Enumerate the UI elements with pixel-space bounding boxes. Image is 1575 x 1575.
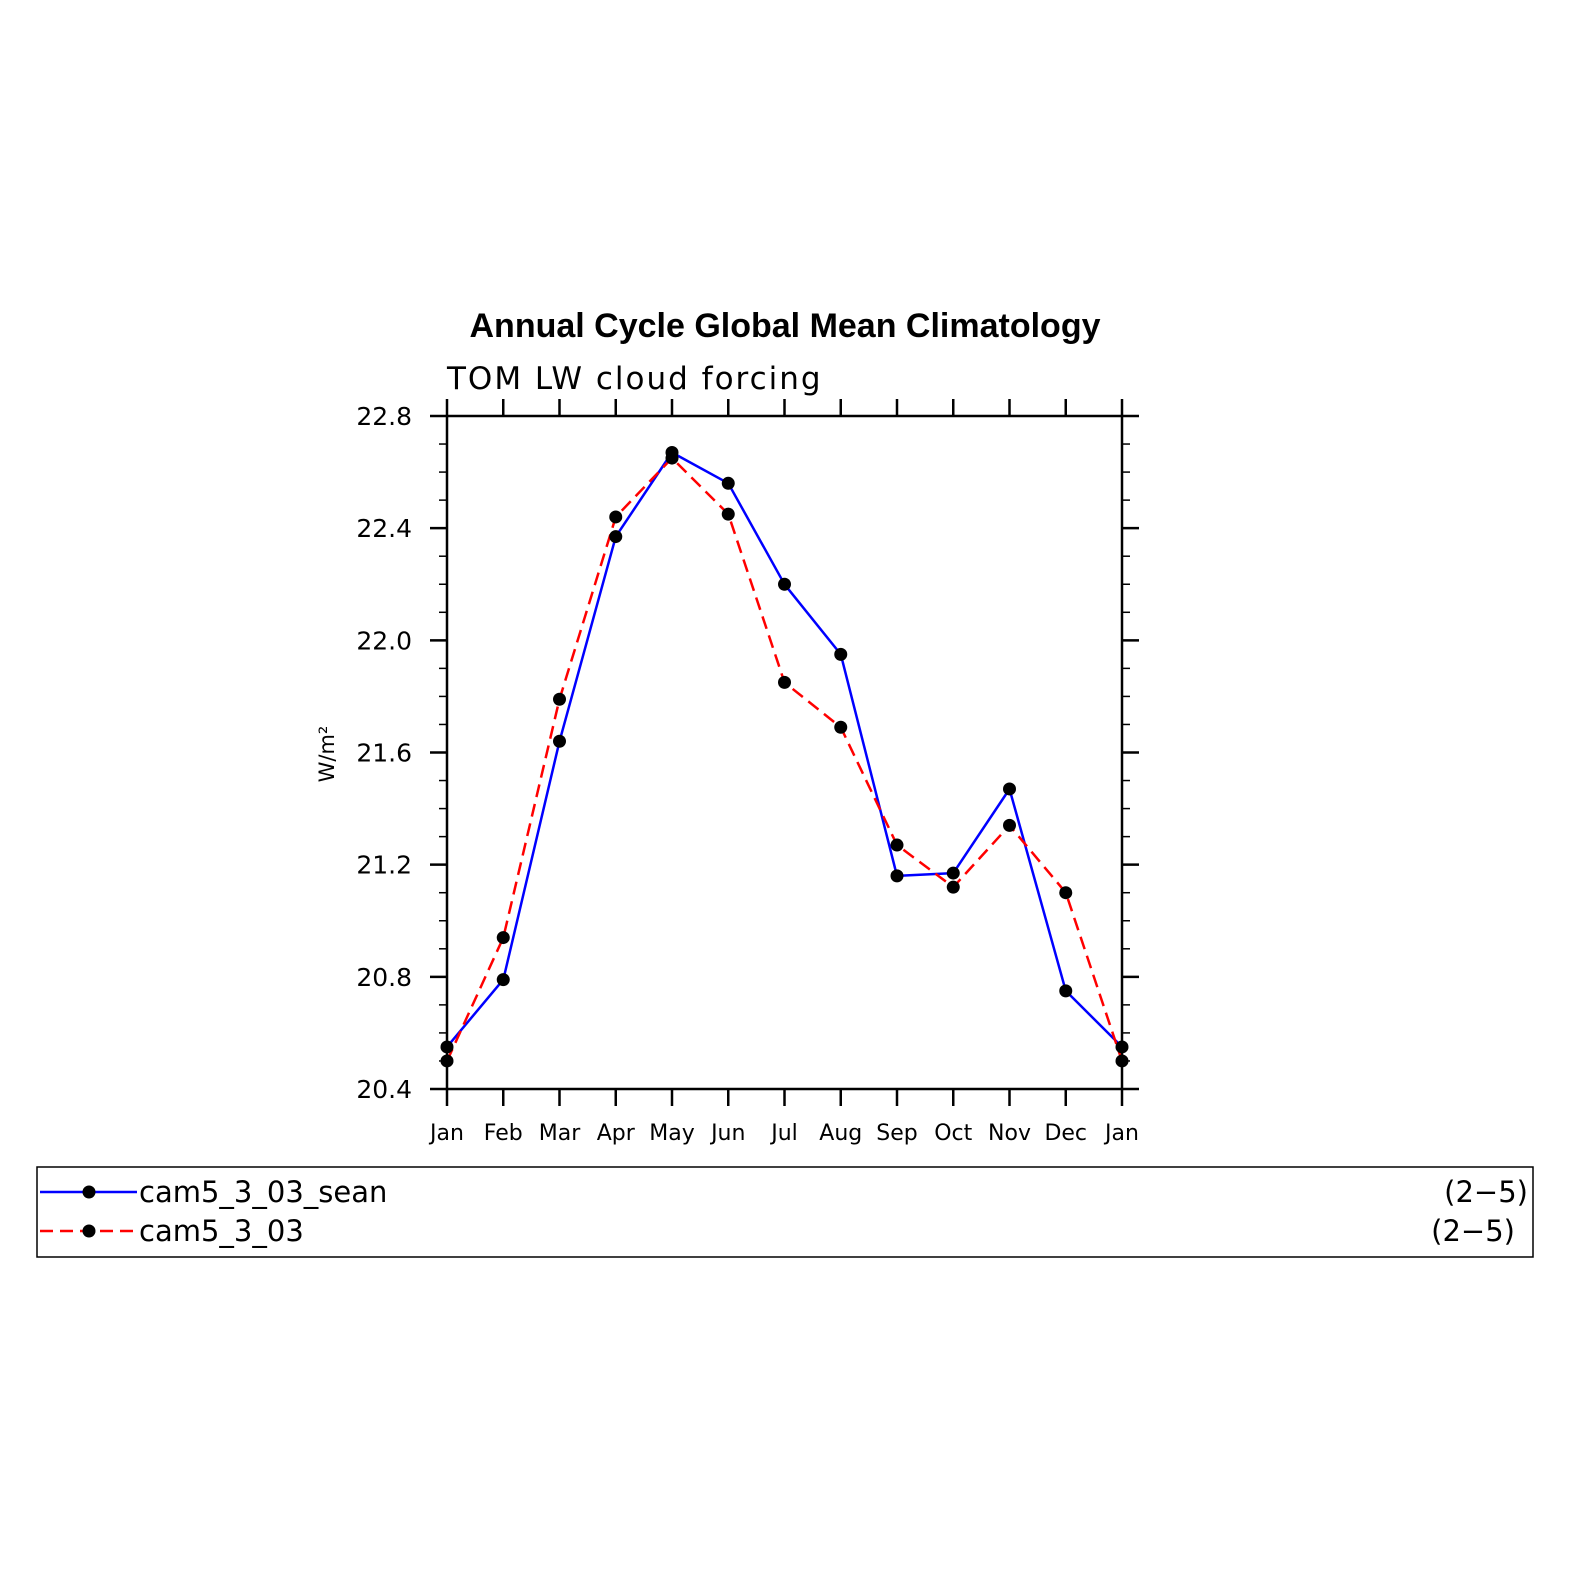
- data-point-cam5_3_03: [609, 510, 623, 524]
- legend: cam5_3_03_sean (2−5) cam5_3_03 (2−5): [40, 1175, 1528, 1248]
- x-tick-label: Aug: [819, 1121, 862, 1146]
- legend-range-label: (2−5): [1444, 1175, 1528, 1209]
- x-tick-label: Sep: [876, 1121, 917, 1146]
- axes: Jan Feb Mar Apr May Jun Jul Aug Sep Oct Nov Dec Jan 2…: [356, 399, 1139, 1146]
- data-point-cam5_3_03: [834, 720, 848, 734]
- data-point-cam5_3_03_sean: [1059, 984, 1073, 998]
- plot-frame: [445, 414, 1124, 1091]
- data-point-cam5_3_03_sean: [721, 476, 735, 490]
- y-tick-label: 21.6: [356, 739, 412, 768]
- y-tick-label: 22.0: [356, 626, 412, 655]
- data-point-cam5_3_03_sean: [496, 973, 510, 987]
- y-tick-label: 22.4: [356, 514, 412, 543]
- data-point-cam5_3_03_sean: [553, 734, 566, 748]
- data-point-cam5_3_03: [1115, 1054, 1129, 1068]
- data-point-cam5_3_03: [890, 838, 904, 852]
- x-tick-label: Mar: [539, 1121, 581, 1146]
- legend-marker-cam5_3_03_sean: [82, 1185, 96, 1199]
- legend-label: cam5_3_03: [139, 1214, 304, 1248]
- data-point-cam5_3_03_sean: [440, 1040, 454, 1054]
- chart-subtitle: TOM LW cloud forcing: [446, 361, 823, 397]
- data-point-cam5_3_03_sean: [609, 530, 623, 544]
- y-tick-label: 22.8: [356, 402, 412, 431]
- legend-box: [36, 1166, 1534, 1258]
- data-point-cam5_3_03: [1003, 818, 1016, 832]
- data-point-cam5_3_03: [946, 880, 960, 894]
- x-tick-label: May: [649, 1121, 694, 1146]
- legend-range-label: (2−5): [1431, 1214, 1515, 1248]
- series-markers: [440, 445, 1129, 1068]
- x-tick-label: Jan: [428, 1121, 464, 1146]
- series-line-cam5_3_03: [445, 456, 1124, 1062]
- chart-title: Annual Cycle Global Mean Climatology: [470, 307, 1101, 345]
- x-tick-label: Jan: [1103, 1121, 1139, 1146]
- series-lines: [445, 451, 1124, 1062]
- x-tick-label: Nov: [988, 1121, 1031, 1146]
- data-point-cam5_3_03: [440, 1054, 454, 1068]
- y-tick-label: 20.4: [356, 1075, 412, 1104]
- data-point-cam5_3_03_sean: [1003, 782, 1016, 796]
- data-point-cam5_3_03_sean: [890, 869, 904, 883]
- y-tick-label: 21.2: [356, 851, 412, 880]
- data-point-cam5_3_03: [553, 692, 566, 706]
- data-point-cam5_3_03: [1059, 886, 1073, 900]
- data-point-cam5_3_03: [496, 931, 510, 945]
- data-point-cam5_3_03_sean: [946, 866, 960, 880]
- x-tick-label: Feb: [484, 1121, 523, 1146]
- x-tick-label: Jun: [709, 1121, 745, 1146]
- data-point-cam5_3_03: [778, 675, 791, 689]
- data-point-cam5_3_03: [665, 451, 679, 465]
- y-axis-label: W/m²: [315, 726, 339, 783]
- x-tick-label: Dec: [1044, 1121, 1087, 1146]
- y-tick-label: 20.8: [356, 963, 412, 992]
- data-point-cam5_3_03_sean: [834, 647, 848, 661]
- legend-label: cam5_3_03_sean: [139, 1175, 387, 1209]
- data-point-cam5_3_03: [721, 507, 735, 521]
- data-point-cam5_3_03_sean: [778, 577, 791, 591]
- x-tick-label: Oct: [934, 1121, 972, 1146]
- x-tick-label: Apr: [597, 1121, 636, 1146]
- data-point-cam5_3_03_sean: [1115, 1040, 1129, 1054]
- x-tick-label: Jul: [769, 1121, 798, 1146]
- legend-marker-cam5_3_03: [82, 1224, 96, 1238]
